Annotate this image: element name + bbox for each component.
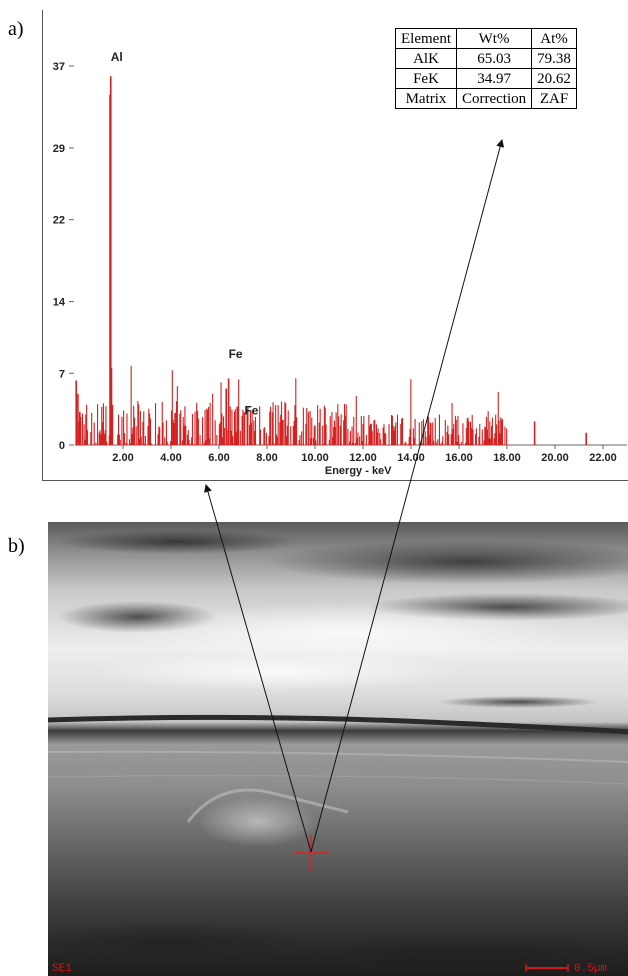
x-tick-label: 14.00: [397, 452, 425, 464]
peak-label: Fe: [229, 347, 243, 361]
y-tick-label: 37: [53, 61, 65, 73]
y-tick-label: 7: [59, 368, 65, 380]
x-tick-label: 2.00: [112, 452, 133, 464]
table-header-row: Element Wt% At%: [395, 28, 577, 49]
table-cell: FeK: [395, 68, 457, 89]
x-tick-label: 18.00: [493, 452, 521, 464]
table-row: FeK 34.97 20.62: [395, 68, 577, 89]
y-tick-label: 14: [53, 297, 66, 309]
y-tick-label: 22: [53, 215, 65, 227]
peak-label: Fe: [244, 403, 258, 417]
target-crosshair-icon: [293, 835, 329, 871]
peak-label: Al: [111, 50, 123, 64]
panel-label-a: a): [8, 18, 24, 40]
table-cell: 65.03: [455, 48, 533, 69]
x-tick-label: 4.00: [160, 452, 181, 464]
table-cell: AlK: [395, 48, 457, 69]
x-tick-label: 20.00: [541, 452, 569, 464]
header-cell: Wt%: [455, 28, 533, 49]
x-tick-label: 6.00: [208, 452, 229, 464]
table-row: Matrix Correction ZAF: [395, 88, 577, 109]
table-cell: Matrix: [395, 88, 457, 109]
sem-micrograph: SE1 0.5µm: [48, 522, 628, 976]
detector-label: SE1: [52, 963, 72, 975]
x-tick-label: 22.00: [589, 452, 617, 464]
header-cell: At%: [531, 28, 577, 49]
table-cell: 20.62: [531, 68, 577, 89]
header-cell: Element: [395, 28, 457, 49]
table-cell: 34.97: [455, 68, 533, 89]
x-tick-label: 12.00: [349, 452, 377, 464]
x-tick-label: 16.00: [445, 452, 473, 464]
sem-annotations: SE1 0.5µm: [52, 835, 607, 975]
panel-label-b: b): [8, 535, 25, 557]
y-tick-label: 29: [53, 143, 65, 155]
scale-bar-label: 0.5µm: [574, 963, 607, 975]
x-axis-title: Energy - keV: [325, 465, 392, 477]
table-cell: 79.38: [531, 48, 577, 69]
composition-table: Element Wt% At% AlK 65.03 79.38 FeK 34.9…: [395, 28, 577, 109]
x-tick-label: 10.00: [301, 452, 329, 464]
table-cell: Correction: [455, 88, 533, 109]
table-row: AlK 65.03 79.38: [395, 48, 577, 69]
y-tick-label: 0: [59, 440, 65, 452]
table-cell: ZAF: [531, 88, 577, 109]
x-tick-label: 8.00: [256, 452, 277, 464]
